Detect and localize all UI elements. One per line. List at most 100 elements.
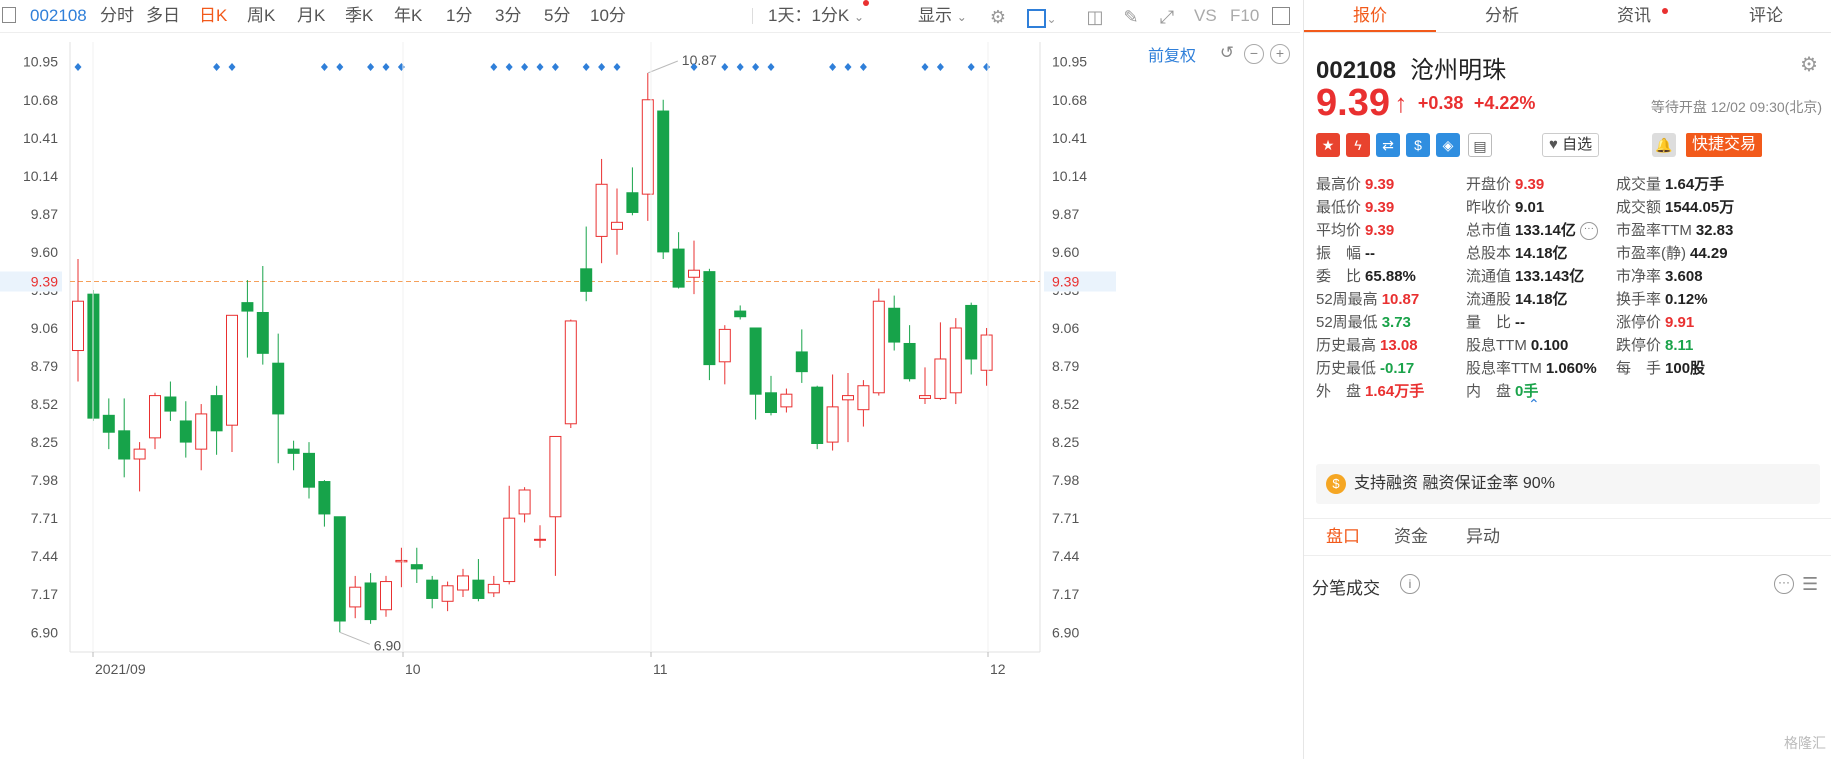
- period-tab[interactable]: 年K: [394, 6, 423, 25]
- adjust-mode-button[interactable]: 前复权: [1148, 48, 1197, 65]
- candle-body: [318, 481, 331, 515]
- tab-unusual[interactable]: 异动: [1466, 527, 1500, 546]
- draw-rect-icon[interactable]: ⌄: [1022, 6, 1062, 28]
- pencil-icon[interactable]: ✎: [1123, 7, 1139, 27]
- more-icon[interactable]: ···: [1579, 222, 1598, 241]
- tab-orderbook[interactable]: 盘口: [1326, 527, 1360, 546]
- market-status: 等待开盘 12/02 09:30(北京): [1650, 99, 1822, 115]
- arrow-up-icon: ↑: [1394, 88, 1408, 118]
- period-tab[interactable]: 1分: [446, 6, 473, 25]
- vs-button[interactable]: VS: [1194, 6, 1217, 25]
- tick-trades-title: 分笔成交: [1312, 579, 1380, 598]
- event-marker: [936, 63, 944, 71]
- quote-tabs: 报价 分析 资讯 评论: [1304, 0, 1831, 33]
- period-tab[interactable]: 日K: [199, 6, 228, 25]
- stock-title: 002108 沧州明珠: [1316, 50, 1506, 85]
- watermark: 格隆汇: [1784, 735, 1826, 751]
- x-tick-label: 12: [990, 661, 1006, 677]
- candle-body: [303, 452, 315, 488]
- fullscreen-icon[interactable]: ⤢: [1159, 7, 1175, 27]
- quote-value: 65.88%: [1365, 268, 1416, 285]
- candle-body: [780, 393, 793, 408]
- period-tab[interactable]: 3分: [495, 6, 522, 25]
- event-marker: [921, 63, 929, 71]
- add-watchlist-button[interactable]: ♥ 自选: [1542, 133, 1600, 157]
- bell-icon[interactable]: 🔔: [1652, 133, 1676, 157]
- quote-cell: 平均价 9.39: [1316, 220, 1394, 242]
- display-menu[interactable]: 显示 ⌄: [918, 4, 967, 28]
- interval-select[interactable]: 1天：1分K ⌄: [768, 4, 864, 28]
- undo-icon[interactable]: ↺: [1219, 43, 1235, 62]
- tab-funds[interactable]: 资金: [1394, 527, 1428, 546]
- more-icon[interactable]: ···: [1774, 574, 1794, 594]
- quote-cell: 历史最低 -0.17: [1316, 358, 1414, 380]
- candlestick-chart[interactable]: 10.95 10.95 10.68 10.68 10.41 10.41 10.14 10.14…: [0, 32, 1300, 759]
- quote-value: 0.12%: [1665, 291, 1708, 308]
- gear-icon[interactable]: ⚙: [1800, 54, 1818, 76]
- period-tab[interactable]: 周K: [247, 6, 276, 25]
- period-tab[interactable]: 10分: [590, 6, 626, 25]
- quote-value: --: [1365, 245, 1376, 262]
- stock-name: 沧州明珠: [1410, 57, 1507, 84]
- period-tab[interactable]: 多日: [146, 6, 180, 25]
- min-marker-line: [339, 631, 370, 645]
- f10-button[interactable]: F10: [1230, 6, 1260, 25]
- candle-body: [226, 314, 238, 426]
- note-icon[interactable]: ▤: [1468, 133, 1492, 157]
- quote-cell: 总股本 14.18亿: [1466, 243, 1568, 265]
- quick-trade-button[interactable]: 快捷交易: [1686, 133, 1763, 157]
- stock-code-link[interactable]: 002108: [30, 6, 87, 25]
- y-tick-label-right: 7.17: [1052, 586, 1079, 602]
- china-flag-icon[interactable]: ★: [1316, 133, 1340, 157]
- event-marker: [382, 63, 390, 71]
- period-tab[interactable]: 5分: [544, 6, 571, 25]
- quote-cell: 市净率 3.608: [1616, 266, 1703, 288]
- candle-body: [949, 327, 962, 394]
- quote-value: 3.608: [1665, 268, 1703, 285]
- quote-cell: 股息TTM 0.100: [1466, 335, 1568, 357]
- lightning-icon[interactable]: ϟ: [1346, 133, 1370, 157]
- quote-cell: 内 盘 0手 ⌃: [1466, 381, 1540, 412]
- quote-value: 9.39: [1365, 199, 1395, 216]
- caret-up-icon[interactable]: ⌃: [1528, 396, 1540, 412]
- quote-cell: 总市值 133.14亿 ···: [1466, 220, 1598, 242]
- tab-quote[interactable]: 报价: [1304, 0, 1436, 32]
- coin-icon: $: [1326, 473, 1346, 494]
- tab-news[interactable]: 资讯: [1617, 6, 1651, 25]
- quote-label: 股息率TTM: [1466, 360, 1542, 377]
- event-marker: [582, 63, 590, 71]
- camera-icon[interactable]: ◫: [1086, 7, 1104, 27]
- period-tab[interactable]: 分时: [100, 6, 134, 25]
- y-tick-label: 8.25: [31, 434, 58, 450]
- candle-body: [718, 328, 731, 363]
- event-marker: [767, 63, 775, 71]
- quote-value: 9.01: [1515, 199, 1545, 216]
- period-tab[interactable]: 季K: [345, 6, 374, 25]
- menu-icon[interactable]: ☰: [1802, 574, 1819, 594]
- watchlist-label: 自选: [1562, 136, 1593, 153]
- candle-body: [118, 430, 131, 460]
- settings-icon[interactable]: ⚙: [989, 7, 1007, 27]
- candle-body: [765, 392, 777, 414]
- dollar-icon[interactable]: $: [1406, 133, 1430, 157]
- zoom-out-icon[interactable]: −: [1244, 44, 1264, 64]
- candle-body: [564, 320, 577, 425]
- tag-icon[interactable]: ◈: [1436, 133, 1460, 157]
- tab-analysis[interactable]: 分析: [1485, 6, 1519, 25]
- sidebar-toggle-icon[interactable]: [1272, 7, 1290, 25]
- notification-dot: [863, 0, 869, 6]
- candle-body: [641, 99, 654, 195]
- candle-body: [888, 307, 901, 343]
- tab-comments[interactable]: 评论: [1749, 6, 1783, 25]
- zoom-in-icon[interactable]: +: [1270, 44, 1290, 64]
- candle-body: [472, 579, 485, 599]
- quote-cell: 委 比 65.88%: [1316, 266, 1416, 288]
- quote-label: 流通值: [1466, 268, 1512, 285]
- panel-toggle-icon[interactable]: [2, 7, 16, 23]
- candle-body: [811, 386, 824, 445]
- event-marker: [551, 63, 559, 71]
- y-tick-label-right: 7.44: [1052, 548, 1079, 564]
- info-icon[interactable]: i: [1400, 574, 1420, 594]
- period-tab[interactable]: 月K: [297, 6, 326, 25]
- shuffle-icon[interactable]: ⇄: [1376, 133, 1400, 157]
